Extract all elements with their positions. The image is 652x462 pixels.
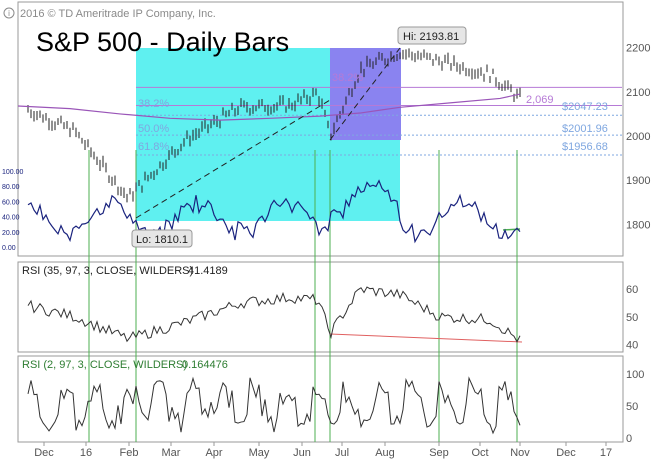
overlay-tick-label: 20.00 (2, 230, 20, 237)
moving-average (17, 93, 521, 121)
dashed-trendline-low (135, 99, 331, 219)
x-tick-label: Dec (556, 447, 576, 459)
rsi-long-value: 41.4189 (188, 265, 228, 277)
divergence-line (329, 333, 523, 343)
fib-purple-label: 38.2% (332, 72, 363, 84)
overlay-tick-label: 60.00 (2, 199, 20, 206)
rsi-short-panel (17, 355, 624, 443)
price-tick-label: 2200 (626, 43, 650, 55)
rsi-short-tick-label: 100 (626, 369, 644, 381)
price-bars (27, 48, 521, 203)
x-tick-label: Mar (162, 447, 181, 459)
fib-618-label: 61.8% (138, 141, 169, 153)
fib-2001-label: $2001.96 (562, 123, 608, 135)
x-tick-label: Sep (429, 447, 449, 459)
rsi-long-tick-label: 40 (626, 339, 638, 351)
fib-382-label: 38.2% (138, 98, 169, 110)
price-tick-label: 2100 (626, 87, 650, 99)
rsi-overlay (27, 179, 521, 244)
x-tick-label: Oct (471, 447, 488, 459)
purple-retracement-box (330, 48, 401, 140)
rsi-short-title: RSI (2, 97, 3, CLOSE, WILDERS) (22, 359, 187, 371)
rsi-long-tick-label: 50 (626, 312, 638, 324)
overlay-tick-label: 0.00 (2, 245, 16, 252)
rsi-long-panel (17, 261, 624, 353)
x-tick-label: 16 (80, 447, 92, 459)
x-tick-label: Jul (335, 447, 349, 459)
rsi-short-line (27, 376, 521, 435)
chart-title: S&P 500 - Daily Bars (36, 27, 289, 57)
fib-1956-label: $1956.68 (562, 141, 608, 153)
x-tick-label: 17 (600, 447, 612, 459)
rsi-long-tick-label: 60 (626, 284, 638, 296)
copyright-text: 2016 © TD Ameritrade IP Company, Inc. (20, 8, 216, 20)
x-tick-label: Jun (293, 447, 311, 459)
hi-label-box (397, 26, 467, 45)
x-tick-label: Aug (375, 447, 395, 459)
rsi-short-value: 0.164476 (182, 359, 228, 371)
overlay-tick-label: 80.00 (2, 184, 20, 191)
rsi-long-series (27, 286, 521, 343)
hi-label: Hi: 2193.81 (403, 31, 459, 43)
price-tick-label: 1900 (626, 175, 650, 187)
fib-2069-label: 2,069 (526, 94, 554, 106)
x-tick-label: Feb (120, 447, 139, 459)
info-icon[interactable] (3, 7, 15, 19)
ma-line (17, 93, 521, 121)
price-tick-label: 2000 (626, 131, 650, 143)
rsi-short-tick-label: 50 (626, 401, 638, 413)
rsi-short-tick-label: 0 (626, 433, 632, 445)
x-tick-label: May (249, 447, 270, 459)
fib-level-lines (136, 86, 622, 156)
x-tick-label: Nov (510, 447, 530, 459)
info-icon-glyph: i (8, 9, 10, 18)
axis-ticks: Dec 16 Feb Mar Apr May Jun Jul Aug Sep Oct Nov Dec 17… (2, 43, 650, 459)
rsi-short-series (27, 376, 521, 435)
rsi-overlay-line (27, 179, 521, 244)
lo-label: Lo: 1810.1 (136, 234, 188, 246)
x-tick-label: Apr (205, 447, 222, 459)
rsi-long-line (27, 286, 521, 343)
fib-500-label: 50.0% (138, 123, 169, 135)
lo-label-box (131, 229, 193, 248)
rsi-long-title: RSI (35, 97, 3, CLOSE, WILDERS) (22, 265, 193, 277)
x-tick-label: Dec (34, 447, 54, 459)
overlay-tick-label: 100.00 (2, 169, 24, 176)
price-tick-label: 1800 (626, 219, 650, 231)
overlay-tick-label: 40.00 (2, 215, 20, 222)
fib-2047-label: $2047.23 (562, 101, 608, 113)
